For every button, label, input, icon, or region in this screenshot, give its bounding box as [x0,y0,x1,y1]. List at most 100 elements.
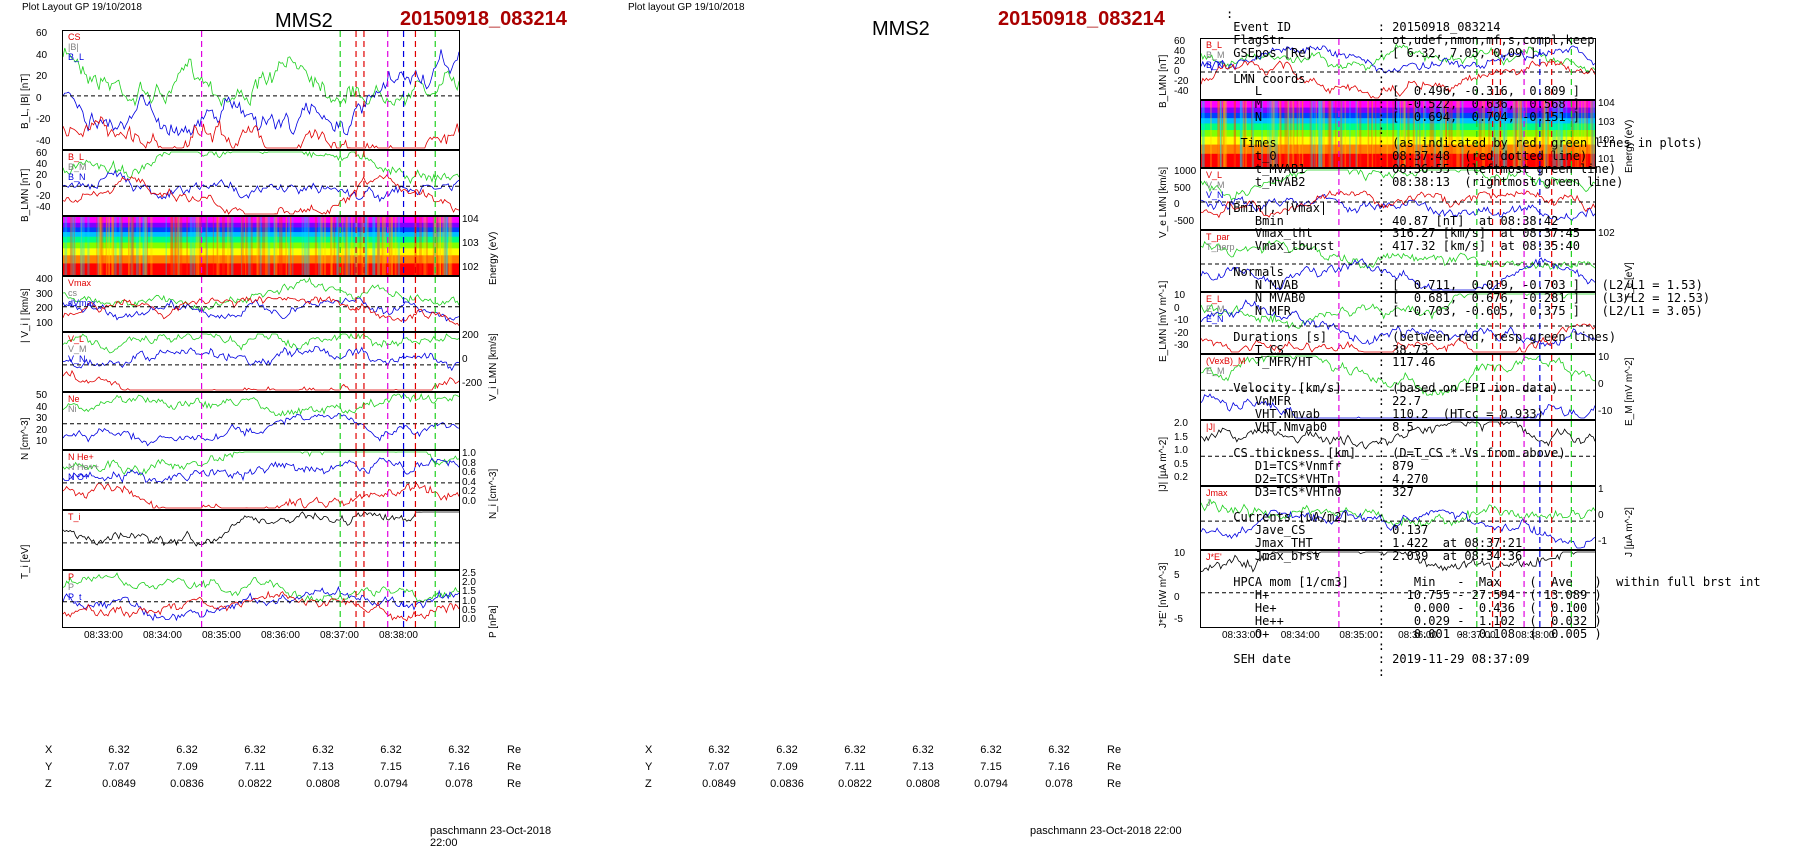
left-spectrogram-streak [389,217,390,275]
right-coord-unit: Re [1093,741,1147,758]
right-coord-value: 0.0822 [821,775,889,792]
left-spectrogram-streak [342,217,344,275]
left-spectrogram-streak [114,217,116,275]
left-panel-8-series-1 [63,512,459,546]
left-panel-4 [62,276,460,332]
left-time-tick: 08:35:00 [202,630,241,641]
left-spectrogram-streak [392,217,393,275]
left-coord-label: Z [45,775,85,792]
left-panel-1-ytick: -20 [36,114,50,125]
left-panel-4-series-2 [63,298,459,321]
left-plot-event: 20150918_083214 [400,8,567,31]
left-panel-3-ytick: 104 [462,214,479,225]
left-panel-9-series-2 [63,587,459,620]
left-coord-value: 7.15 [357,758,425,775]
left-panel-6-plot [63,393,459,449]
left-spectrogram-streak [196,217,199,275]
left-panel-1-series-3 [63,117,459,148]
left-plot: Plot Layout GP 19/10/2018 MMS2 20150918_… [0,0,580,841]
left-panel-9-legend: P [68,572,74,582]
left-panel-5-legend: V_N [68,354,86,364]
right-spectrogram-streak [1223,101,1224,167]
left-panel-5-series-2 [63,347,459,371]
right-plot-title: MMS2 [872,18,930,41]
left-spectrogram-streak [274,217,276,275]
left-spectrogram-streak [265,217,268,275]
left-coord-value: 6.32 [85,741,153,758]
left-spectrogram-streak [82,217,85,275]
left-panel-6-ylabel: N [cm^-3] [20,418,31,460]
left-panel-7-legend: N He+ [68,452,94,462]
left-time-tick: 08:34:00 [143,630,182,641]
left-spectrogram-streak [120,217,122,275]
left-coord-value: 0.0794 [357,775,425,792]
left-panel-3-plot [63,217,459,275]
left-coord-value: 0.0808 [289,775,357,792]
right-panel-3-ytick: -500 [1174,216,1194,227]
left-spectrogram-streak [170,217,173,275]
event-info-text: : Event ID : 20150918_083214 FlagStr : o… [1226,8,1761,679]
left-panel-1-ylabel: B_L, |B| [nT] [20,74,31,129]
left-panel-1-legend: B_L [68,52,84,62]
left-spectrogram-streak [206,217,208,275]
left-panel-2-ytick: 20 [36,170,47,181]
left-panel-4-legend: dVmax [68,298,96,308]
left-panel-3-ytick: 102 [462,262,479,273]
left-spectrogram-streak [74,217,75,275]
left-coord-value: 7.13 [289,758,357,775]
left-spectrogram-streak [445,217,448,275]
left-panel-1-plot [63,31,459,149]
left-spectrogram-streak [302,217,303,275]
left-panel-9 [62,570,460,628]
right-coord-value: 6.32 [685,741,753,758]
left-spectrogram-streak [213,217,214,275]
left-spectrogram-streak [292,217,293,275]
left-panel-7-series-3 [63,483,459,508]
right-plot: Plot layout GP 19/10/2018 MMS2 20150918_… [620,0,1220,841]
left-spectrogram-streak [395,217,397,275]
left-panel-4-ytick: 200 [36,303,53,314]
left-panel-7-series-2 [63,458,459,482]
right-panel-1-legend: B_M [1206,50,1225,60]
left-spectrogram-streak [173,217,174,275]
left-spectrogram-streak [451,217,452,275]
right-panel-3-legend: V_M [1206,180,1225,190]
right-panel-5-ytick: -20 [1174,328,1188,339]
left-spectrogram-streak [348,217,350,275]
left-panel-6-ytick: 40 [36,402,47,413]
left-coord-value: 6.32 [289,741,357,758]
left-panel-1-legend: CS [68,32,81,42]
left-spectrogram-streak [419,217,422,275]
left-panel-5-series-1 [63,334,459,353]
left-panel-2-legend: B_N [68,172,86,182]
left-panel-6-ytick: 10 [36,436,47,447]
right-coord-value: 7.16 [1025,758,1093,775]
left-panel-4-ytick: 100 [36,318,53,329]
left-spectrogram-streak [177,217,180,275]
left-panel-6-ytick: 50 [36,390,47,401]
right-panel-1-ylabel: B_LMN [nT] [1158,55,1169,108]
left-panel-7-plot [63,451,459,509]
left-coord-label: X [45,741,85,758]
left-panel-4-ytick: 300 [36,289,53,300]
left-panel-6-series-2 [63,413,459,445]
right-panel-3-legend: V_N [1206,190,1224,200]
right-spectrogram-streak [1210,101,1212,167]
left-panel-3-ytick: 103 [462,238,479,249]
left-spectrogram-streak [98,217,101,275]
left-panel-2-ylabel: B_LMN [nT] [20,169,31,222]
left-panel-6-legend: Ne [68,394,80,404]
right-panel-5-legend: E_L [1206,294,1222,304]
left-panel-1-ytick: -40 [36,136,50,147]
left-spectrogram-streak [346,217,348,275]
left-panel-4-legend: Vmax [68,278,91,288]
left-spectrogram-streak [222,217,225,275]
right-panel-3-ytick: 0 [1174,199,1180,210]
left-spectrogram-streak [251,217,253,275]
right-panel-8-legend: Jmax [1206,488,1228,498]
right-panel-5-ytick: -30 [1174,340,1188,351]
left-spectrogram-streak [190,217,193,275]
left-panel-8-plot [63,511,459,569]
left-panel-8 [62,510,460,570]
